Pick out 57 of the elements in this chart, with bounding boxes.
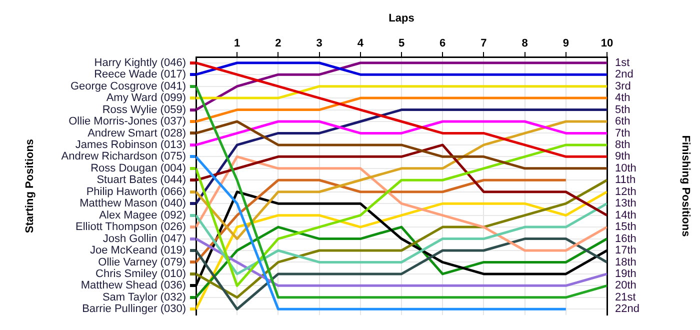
x-tick-label: 9 [562, 37, 569, 50]
y2-tick-label: 4th [615, 92, 630, 104]
legend-label: Reece Wade (017) [94, 68, 186, 81]
y2-tick-label: 12th [615, 186, 636, 198]
legend-label: Stuart Bates (044) [96, 174, 186, 186]
legend-label: James Robinson (013) [75, 138, 186, 151]
x-tick-label: 6 [440, 37, 446, 50]
x-tick-label: 4 [357, 37, 364, 50]
legend-label: Andrew Richardson (075) [61, 150, 186, 163]
x-tick-label: 1 [234, 37, 240, 50]
legend-label: Joe McKeand (019) [90, 244, 186, 257]
legend-label: Matthew Mason (040) [80, 198, 186, 210]
y2-tick-label: 10th [615, 162, 636, 174]
x-axis-title: Laps [388, 12, 414, 25]
legend-label: Sam Taylor (032) [102, 291, 186, 304]
y2-tick-label: 9th [615, 150, 630, 163]
legend-label: Josh Gollin (047) [102, 232, 186, 245]
y2-tick-label: 13th [615, 198, 636, 210]
x-tick-label: 3 [316, 37, 322, 50]
legend-label: Ross Wylie (059) [102, 104, 186, 116]
y2-tick-label: 15th [615, 221, 636, 234]
legend-label: Alex Magee (092) [99, 209, 186, 222]
legend-label: Andrew Smart (028) [88, 127, 186, 140]
legend-label: Ollie Morris-Jones (037) [68, 116, 186, 128]
legend-label: Ross Dougan (004) [90, 162, 186, 174]
legend-label: Barrie Pullinger (030) [82, 303, 186, 316]
legend-label: Harry Kightly (046) [94, 56, 186, 69]
text: Starting Positions [24, 138, 36, 234]
y2-tick-label: 20th [615, 280, 636, 292]
y2-tick-label: 14th [615, 209, 636, 222]
legend-label: George Cosgrove (041) [70, 80, 186, 92]
y2-tick-label: 17th [615, 244, 636, 257]
y2-axis-title: Finishing Positions [679, 135, 692, 237]
y2-tick-label: 7th [615, 127, 630, 140]
x-tick-label: 7 [480, 37, 487, 50]
y2-tick-label: 11th [615, 174, 636, 186]
x-tick-label: 10 [600, 37, 614, 50]
y2-tick-label: 6th [615, 116, 630, 128]
legend-label: Amy Ward (099) [106, 92, 186, 104]
legend-label: Chris Smiley (010) [96, 268, 186, 280]
y2-tick-label: 2nd [615, 68, 634, 81]
y2-tick-label: 18th [615, 256, 636, 268]
y2-tick-label: 3rd [615, 80, 631, 92]
legend-label: Elliott Thompson (026) [76, 221, 186, 234]
legend-label: Matthew Shead (036) [80, 280, 186, 292]
legend-label: Philip Haworth (066) [86, 186, 186, 198]
y2-tick-label: 1st [615, 56, 630, 69]
y2-tick-label: 16th [615, 232, 636, 245]
y2-tick-label: 22nd [615, 303, 640, 316]
legend-label: Ollie Varney (079) [98, 256, 186, 268]
y2-tick-label: 21st [615, 291, 636, 304]
x-tick-label: 2 [275, 37, 282, 50]
y2-tick-label: 5th [615, 104, 630, 116]
y2-tick-label: 8th [615, 138, 630, 151]
y2-tick-label: 19th [615, 268, 636, 280]
x-tick-label: 8 [522, 37, 528, 50]
x-tick-label: 5 [398, 37, 405, 50]
